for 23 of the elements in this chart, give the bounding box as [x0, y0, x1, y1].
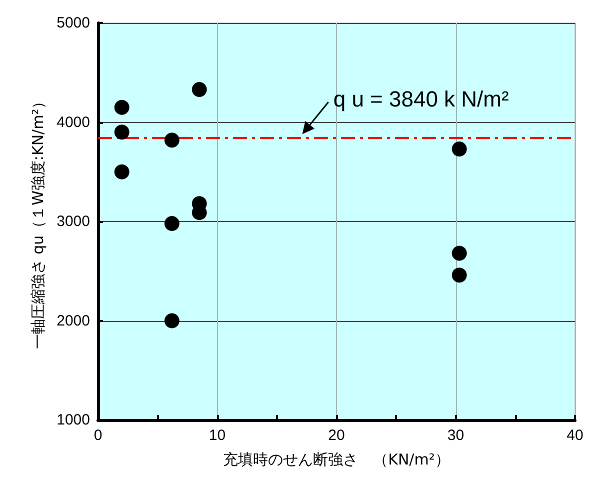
point [164, 313, 180, 328]
x-tick-label: 40 [566, 427, 584, 444]
x-tick-label: 0 [94, 427, 102, 444]
point [114, 100, 130, 115]
ref-line-label: q u = 3840 k N/m² [333, 86, 509, 112]
point [192, 82, 207, 97]
x-tick-label: 10 [208, 427, 226, 444]
x-tick-label: 30 [447, 427, 464, 444]
y-tick-label: 5000 [56, 14, 90, 32]
y-tick-label: 4000 [56, 114, 90, 131]
point [114, 164, 130, 180]
point [452, 246, 467, 261]
point [164, 216, 180, 231]
point [452, 142, 467, 157]
x-tick-label: 20 [328, 427, 345, 444]
y-tick-label: 2000 [56, 312, 90, 330]
y-tick-label: 1000 [56, 412, 90, 428]
point [164, 132, 180, 148]
y-tick-label: 3000 [56, 213, 90, 230]
point [114, 124, 130, 140]
y-axis-title: 一軸圧縮強さ qu（１W強度:KN/m²） [29, 94, 48, 350]
x-axis-title: 充填時のせん断強さ （KN/m²） [223, 450, 450, 468]
point [452, 268, 467, 283]
